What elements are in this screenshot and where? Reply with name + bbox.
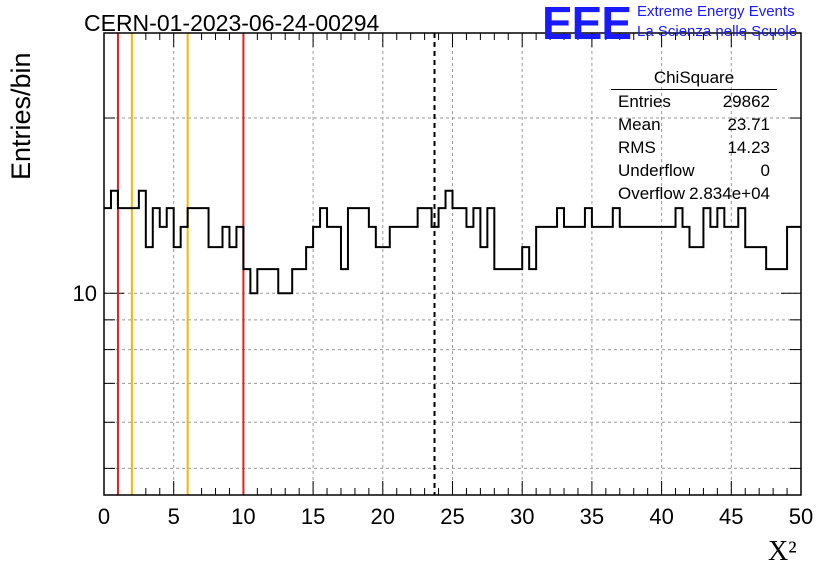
stats-key: RMS	[618, 138, 656, 157]
stats-row-mean: Mean 23.71	[611, 113, 777, 136]
stats-value: 14.23	[727, 138, 770, 157]
y-tick-label: 10	[73, 281, 97, 306]
stats-key: Underflow	[618, 161, 695, 180]
stats-value: 29862	[722, 92, 770, 111]
logo-line-1: Extreme Energy Events	[637, 3, 795, 20]
stats-key: Overflow	[618, 184, 686, 203]
stats-row-overflow: Overflow 2.834e+04	[611, 182, 777, 205]
x-tick-label: 25	[440, 504, 464, 529]
stats-row-underflow: Underflow 0	[611, 159, 777, 182]
stats-value: 0	[760, 161, 770, 180]
stats-box: ChiSquare Entries 29862 Mean 23.71 RMS 1…	[611, 66, 777, 205]
x-tick-label: 5	[168, 504, 180, 529]
stats-key: Entries	[618, 92, 671, 111]
logo-mark: EEE	[542, 0, 632, 49]
stats-value: 23.71	[727, 115, 770, 134]
x-tick-label: 45	[719, 504, 743, 529]
histogram-line	[104, 189, 801, 295]
stats-row-entries: Entries 29862	[611, 90, 777, 113]
x-tick-label: 40	[649, 504, 673, 529]
plot-frame	[103, 32, 802, 496]
stats-value: 2.834e+04	[689, 184, 770, 203]
logo-line-2: La Scienza nelle Scuole	[637, 23, 798, 40]
stats-row-rms: RMS 14.23	[611, 136, 777, 159]
x-tick-label: 50	[789, 504, 813, 529]
y-axis-label: Entries/bin	[6, 52, 36, 180]
x-tick-label: 10	[231, 504, 255, 529]
stats-title: ChiSquare	[611, 66, 777, 90]
chart-title: CERN-01-2023-06-24-00294	[84, 10, 380, 36]
x-axis-label: X²	[768, 536, 797, 567]
x-tick-label: 0	[98, 504, 110, 529]
x-tick-label: 35	[580, 504, 604, 529]
x-tick-label: 15	[301, 504, 325, 529]
x-tick-label: 30	[510, 504, 534, 529]
stats-key: Mean	[618, 115, 661, 134]
x-tick-label: 20	[371, 504, 395, 529]
